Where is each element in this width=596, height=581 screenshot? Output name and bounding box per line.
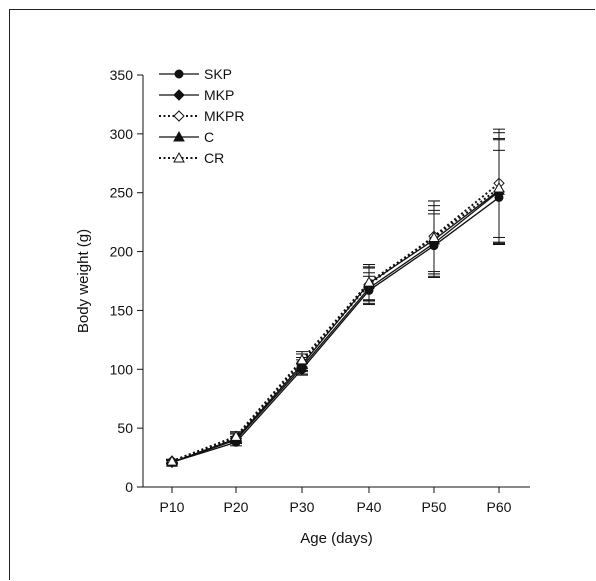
series-skp [166, 149, 505, 467]
legend-marker [173, 151, 185, 163]
x-axis: P10 P20 P30 P40 P50 P60 [143, 486, 530, 515]
legend-label: MKP [204, 87, 234, 103]
legend-label: SKP [204, 66, 232, 82]
plot-area [166, 128, 505, 468]
series-mkpr [166, 128, 505, 467]
x-tick-label: P50 [422, 499, 447, 515]
y-tick-label: 250 [110, 185, 134, 201]
series-cr [166, 132, 505, 466]
legend-marker [173, 110, 185, 122]
y-tick-label: 350 [110, 67, 134, 83]
y-axis: 0 50 100 150 200 250 300 350 [110, 67, 144, 495]
y-tick-label: 300 [110, 126, 134, 142]
y-tick-label: 150 [110, 302, 134, 318]
y-tick-label: 200 [110, 244, 134, 260]
data-point-cr [230, 430, 242, 441]
series-mkp [166, 139, 505, 468]
legend: SKP MKP MKPR C CR [159, 66, 244, 166]
x-tick-label: P60 [487, 499, 512, 515]
legend-marker [173, 89, 185, 101]
legend-entry-cr: CR [159, 150, 224, 166]
legend-entry-c: C [159, 129, 214, 145]
y-tick-label: 50 [117, 420, 133, 436]
x-tick-label: P40 [357, 499, 382, 515]
legend-entry-skp: SKP [159, 66, 232, 82]
data-point-cr [493, 181, 505, 193]
legend-marker [174, 69, 184, 79]
data-point-cr [166, 455, 178, 466]
legend-label: MKPR [204, 108, 244, 124]
data-point-cr [363, 276, 375, 287]
x-axis-title: Age (days) [300, 530, 373, 547]
data-point-cr [428, 231, 440, 242]
data-point-cr [296, 353, 308, 365]
y-axis-title: Body weight (g) [75, 229, 92, 333]
legend-label: CR [204, 150, 224, 166]
legend-entry-mkp: MKP [159, 87, 234, 103]
x-tick-label: P20 [224, 499, 249, 515]
series-line-skp [171, 196, 500, 463]
series-c [166, 138, 505, 467]
legend-label: C [204, 129, 214, 145]
series-line-mkp [171, 191, 500, 463]
series-line-mkpr [171, 182, 500, 463]
x-tick-label: P30 [290, 499, 315, 515]
y-tick-label: 100 [110, 361, 134, 377]
legend-entry-mkpr: MKPR [159, 108, 244, 124]
series-line-cr [171, 187, 500, 463]
figure-frame [9, 9, 595, 580]
series-line-c [171, 189, 500, 463]
legend-marker [173, 130, 185, 142]
y-tick-label: 0 [125, 479, 133, 495]
x-tick-label: P10 [160, 499, 185, 515]
